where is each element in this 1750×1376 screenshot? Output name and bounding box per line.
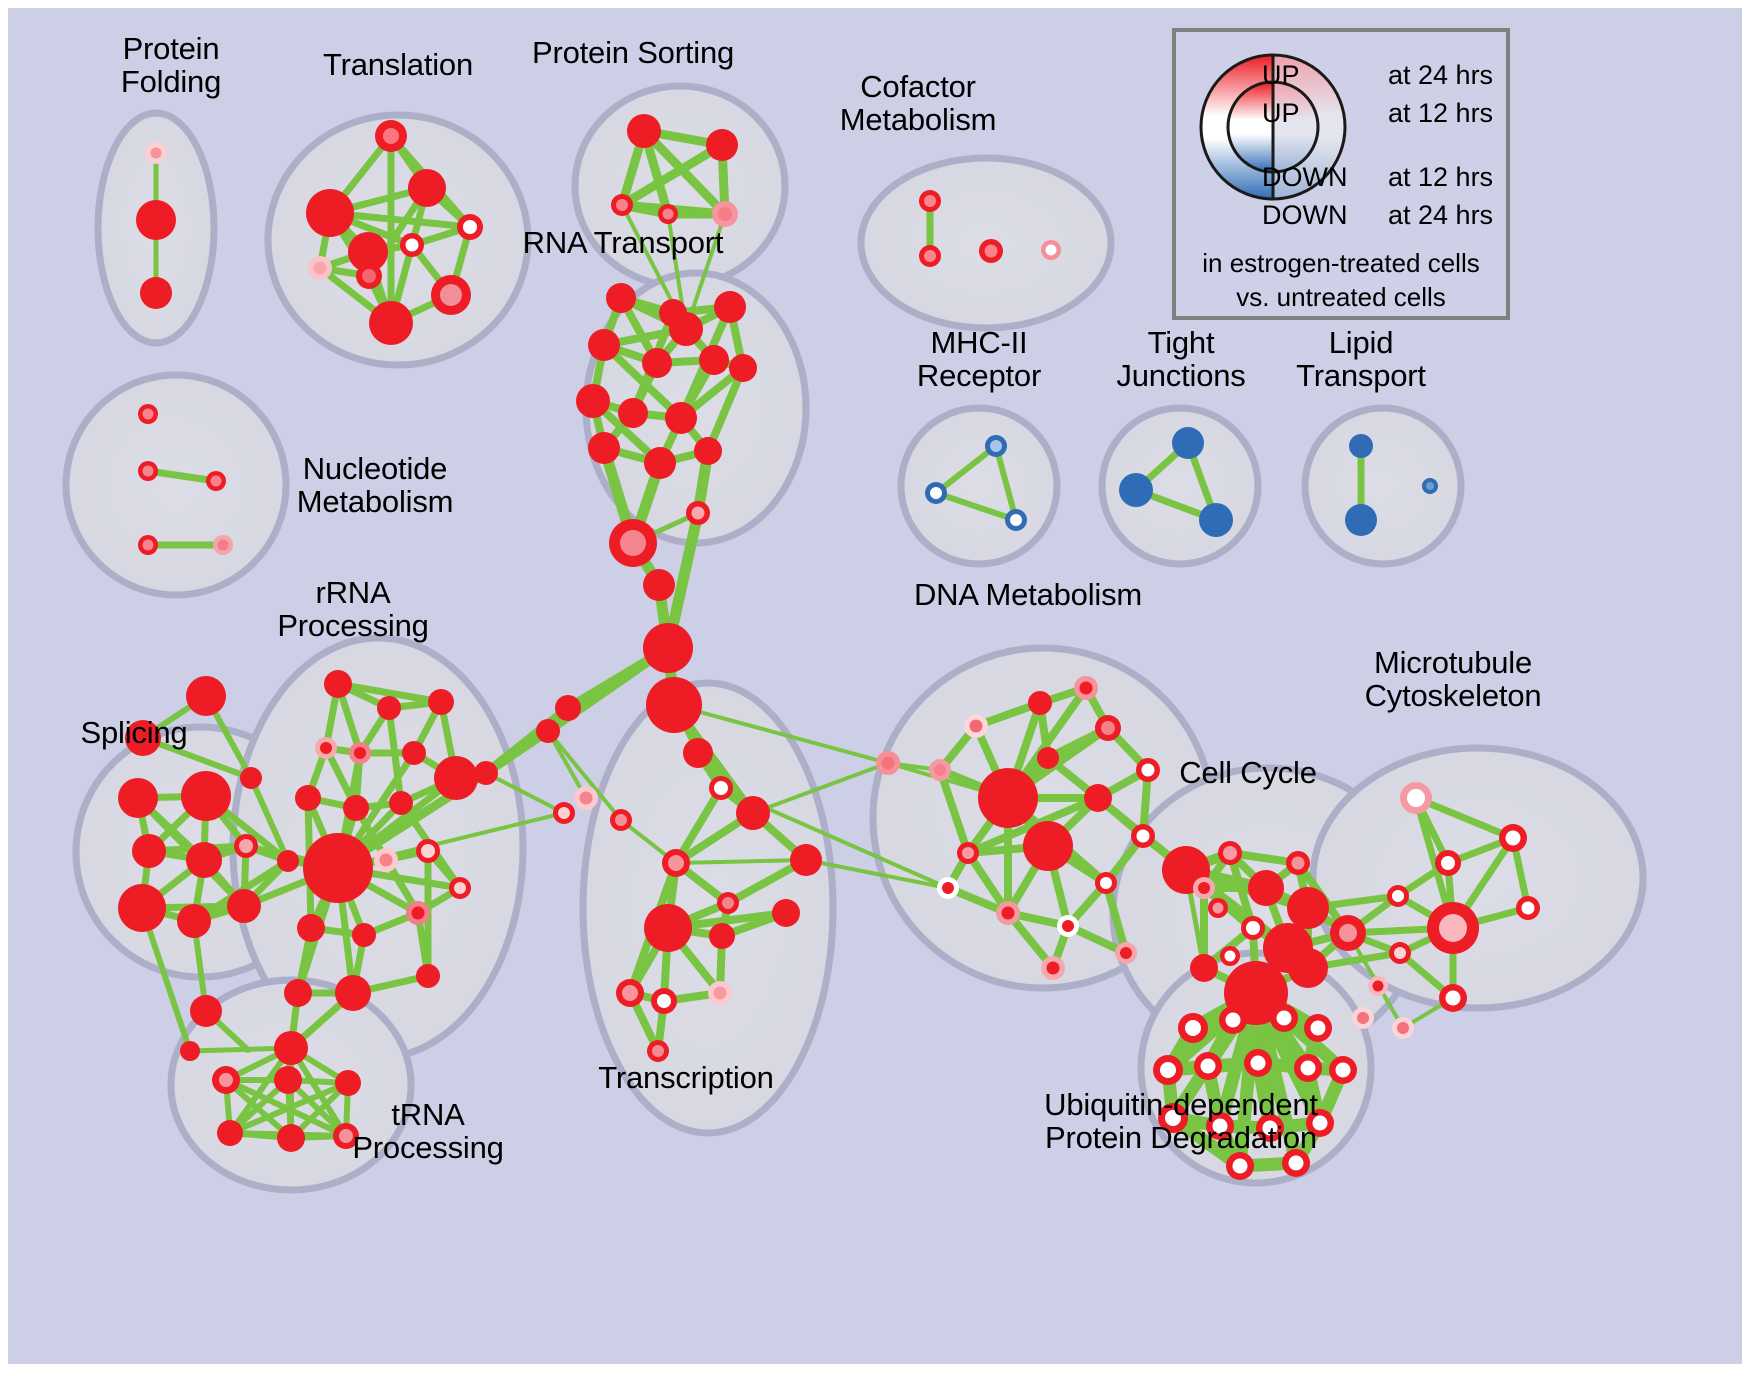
legend-caption-line2: vs. untreated cells: [1236, 282, 1446, 312]
node-group-tight-junctions: [1119, 427, 1233, 537]
legend-box: UP at 24 hrs UP at 12 hrs DOWN at 12 hrs…: [1172, 28, 1510, 320]
legend-state-down-24: DOWN: [1262, 200, 1348, 230]
node-group-nucleotide: [138, 404, 233, 555]
node-group-microtubule: [1387, 782, 1540, 1039]
cluster-label-protein-folding: Protein Folding: [120, 31, 222, 100]
cluster-label-translation: Translation: [323, 47, 473, 82]
legend-caption-line1: in estrogen-treated cells: [1202, 248, 1480, 278]
legend-time-down-12: at 12 hrs: [1388, 162, 1494, 192]
cluster-label-transcription: Transcription: [598, 1060, 774, 1095]
cluster-label-rrna: rRNA Processing: [277, 575, 429, 644]
node-group-protein-folding: [136, 142, 176, 309]
blob-nucleotide: [62, 371, 290, 599]
cluster-label-microtubule: Microtubule Cytoskeleton: [1364, 645, 1542, 714]
node-group-lipid-transport: [1345, 434, 1438, 536]
node-group-protein-sorting: [611, 114, 738, 227]
node-group-bridges: [1352, 976, 1388, 1029]
cluster-label-tight-junctions: Tight Junctions: [1116, 325, 1246, 394]
cluster-label-mhc: MHC-II Receptor: [916, 325, 1042, 394]
cluster-label-lipid-transport: Lipid Transport: [1296, 325, 1426, 394]
cluster-label-cofactor: Cofactor Metabolism: [839, 69, 997, 138]
blob-lipid: [1301, 404, 1465, 568]
network-graph: [62, 82, 1647, 1194]
node-group-rrna: [274, 670, 598, 1065]
blob-mhc: [897, 404, 1061, 568]
legend-time-up-24: at 24 hrs: [1388, 60, 1494, 90]
node-group-mhc: [925, 435, 1027, 531]
cluster-label-cell-cycle: Cell Cycle: [1179, 755, 1317, 790]
legend-state-down-12: DOWN: [1262, 162, 1348, 192]
node-group-ubiquitin: [1153, 1004, 1357, 1180]
cluster-label-trna: tRNA Processing: [352, 1097, 504, 1166]
cluster-label-ubiquitin: Ubiquitin-dependent Protein Degradation: [1044, 1087, 1318, 1156]
legend-state-up-12: UP: [1262, 98, 1300, 128]
node-group-rna-transport: [576, 283, 757, 733]
legend-ring-diagram: [1199, 53, 1347, 201]
network-nodes: [118, 114, 1540, 1180]
node-group-splicing: [118, 676, 299, 1061]
node-group-translation: [306, 120, 483, 345]
blob-microtubule: [1309, 744, 1647, 1012]
legend-time-up-12: at 12 hrs: [1388, 98, 1494, 128]
legend-time-down-24: at 24 hrs: [1388, 200, 1494, 230]
cluster-label-nucleotide: Nucleotide Metabolism: [296, 451, 454, 520]
node-group-cofactor: [919, 190, 1061, 267]
node-group-transcription: [610, 738, 822, 1062]
node-group-trna: [212, 1066, 361, 1152]
cluster-label-dna-metabolism: DNA Metabolism: [913, 577, 1143, 612]
cluster-label-protein-sorting: Protein Sorting: [531, 35, 735, 70]
cluster-label-splicing: Splicing: [80, 715, 188, 750]
network-canvas: Protein Folding Translation Protein Sort…: [8, 8, 1742, 1364]
cluster-label-rna-transport: RNA Transport: [522, 225, 724, 260]
legend-state-up-24: UP: [1262, 60, 1300, 90]
